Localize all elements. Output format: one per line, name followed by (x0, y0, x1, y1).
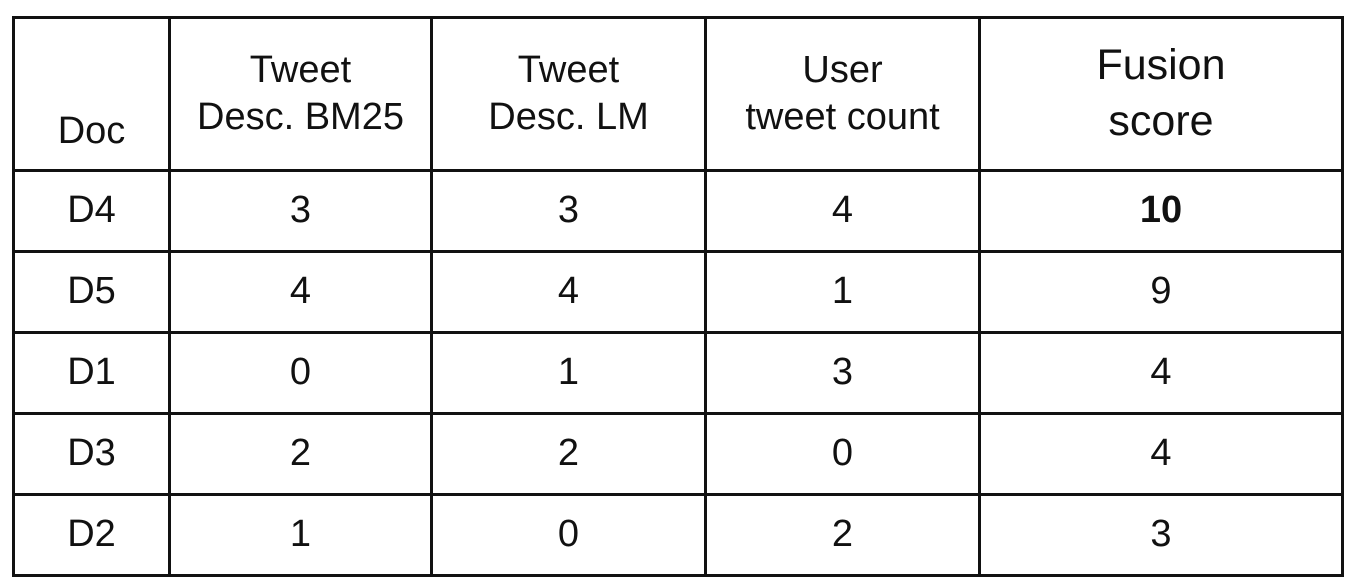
cell-doc: D5 (12, 250, 171, 334)
cell-lm: 1 (430, 331, 707, 415)
cell-fusion-score: 3 (978, 493, 1344, 577)
cell-doc: D1 (12, 331, 171, 415)
cell-doc: D2 (12, 493, 171, 577)
cell-tweet-count: 4 (704, 169, 981, 253)
cell-fusion-score: 9 (978, 250, 1344, 334)
cell-bm25: 4 (168, 250, 433, 334)
header-user-tweet-count: User tweet count (704, 16, 981, 172)
cell-bm25: 0 (168, 331, 433, 415)
header-fusion-score: Fusion score (978, 16, 1344, 172)
header-tweet-desc-lm: Tweet Desc. LM (430, 16, 707, 172)
header-doc: Doc (12, 16, 171, 172)
cell-doc: D3 (12, 412, 171, 496)
table-row: D1 0 1 3 4 (12, 331, 1344, 415)
table-row: D4 3 3 4 10 (12, 169, 1344, 253)
cell-tweet-count: 3 (704, 331, 981, 415)
cell-tweet-count: 0 (704, 412, 981, 496)
table-row: D5 4 4 1 9 (12, 250, 1344, 334)
cell-bm25: 1 (168, 493, 433, 577)
cell-fusion-score: 10 (978, 169, 1344, 253)
cell-lm: 4 (430, 250, 707, 334)
cell-lm: 3 (430, 169, 707, 253)
cell-tweet-count: 2 (704, 493, 981, 577)
fusion-score-table: Doc Tweet Desc. BM25 Tweet Desc. LM User… (12, 16, 1344, 577)
cell-doc: D4 (12, 169, 171, 253)
cell-bm25: 2 (168, 412, 433, 496)
header-tweet-desc-bm25: Tweet Desc. BM25 (168, 16, 433, 172)
cell-fusion-score: 4 (978, 331, 1344, 415)
table-row: D3 2 2 0 4 (12, 412, 1344, 496)
cell-fusion-score: 4 (978, 412, 1344, 496)
cell-lm: 0 (430, 493, 707, 577)
table-row: D2 1 0 2 3 (12, 493, 1344, 577)
cell-tweet-count: 1 (704, 250, 981, 334)
table-header-row: Doc Tweet Desc. BM25 Tweet Desc. LM User… (12, 16, 1344, 172)
cell-lm: 2 (430, 412, 707, 496)
cell-bm25: 3 (168, 169, 433, 253)
